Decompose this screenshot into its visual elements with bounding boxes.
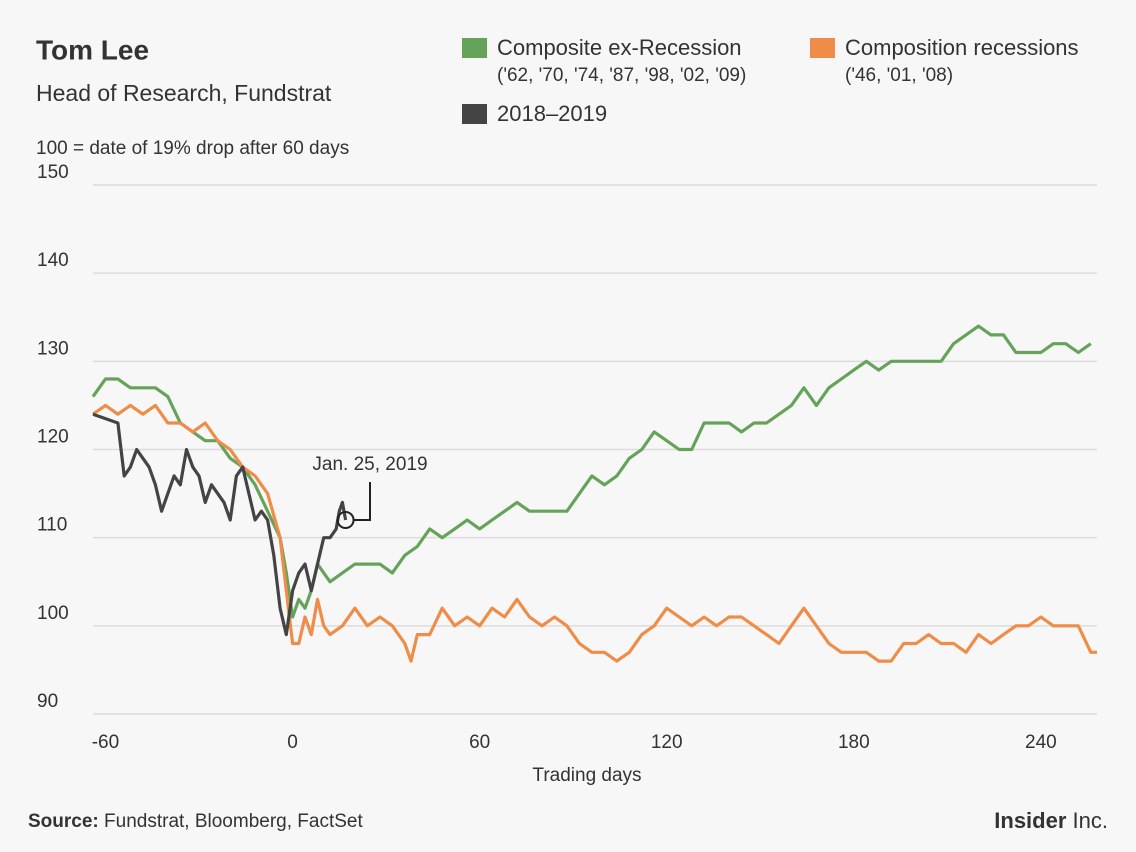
chart-subtitle: Head of Research, Fundstrat [36,80,332,106]
source: Source: Fundstrat, Bloomberg, FactSet [28,811,363,832]
x-tick-label: 240 [1025,732,1057,753]
brand-name: Insider [994,808,1067,833]
y-tick-label: 120 [37,427,69,448]
brand-suffix: Inc. [1073,808,1108,833]
legend-label: 2018–2019 [497,101,607,126]
y-tick-label: 130 [37,338,69,359]
x-axis-label: Trading days [532,765,641,786]
legend-note: ('46, '01, '08) [845,65,953,86]
legend-swatch [810,38,835,58]
legend-swatch [462,104,487,124]
source-label: Source: [28,811,99,832]
x-tick-label: -60 [92,732,119,753]
y-tick-label: 150 [37,162,69,183]
legend-note: ('62, '70, '74, '87, '98, '02, '09) [497,65,746,86]
x-tick-label: 0 [287,732,298,753]
legend-label: Composite ex-Recession [497,35,742,60]
legend-label: Composition recessions [845,35,1079,60]
series-line [92,403,1097,663]
annotation-text: Jan. 25, 2019 [312,454,427,475]
series-line [92,412,348,637]
x-tick-label: 60 [469,732,490,753]
annotation-leader [353,482,371,522]
legend-swatch [462,38,487,58]
x-tick-label: 120 [651,732,683,753]
chart-title: Tom Lee [36,34,149,65]
series-line [91,324,1092,619]
y-tick-label: 110 [37,515,67,536]
y-tick-label: 100 [37,603,69,624]
x-tick-label: 180 [838,732,870,753]
source-text: Fundstrat, Bloomberg, FactSet [104,811,363,832]
y-tick-label: 90 [37,691,58,712]
chart-note: 100 = date of 19% drop after 60 days [36,138,349,159]
y-tick-label: 140 [37,250,69,271]
brand: Insider Inc. [994,808,1108,833]
